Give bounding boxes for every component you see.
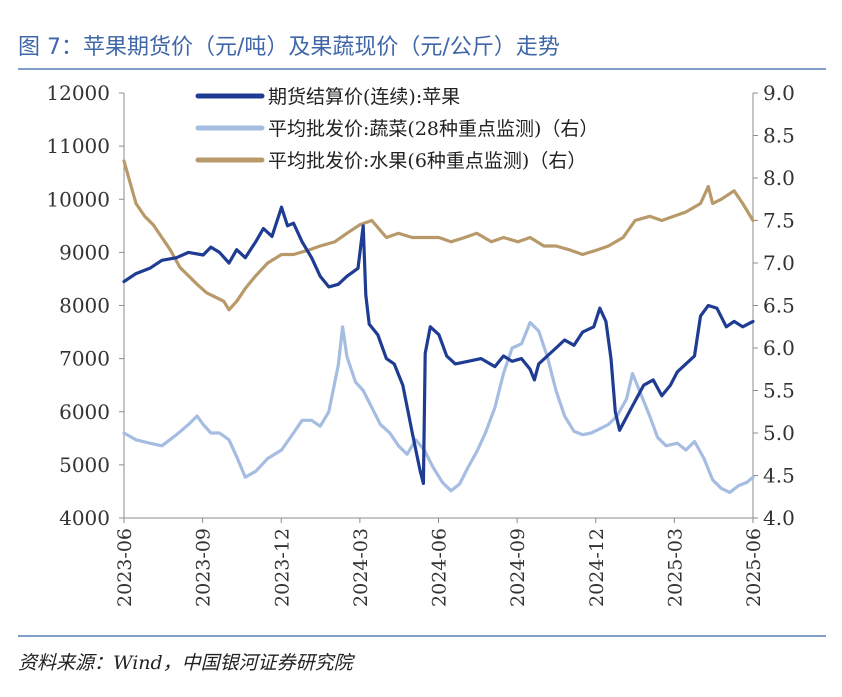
y-right-tick-label: 8.0 (763, 166, 795, 190)
y-left-tick-label: 9000 (59, 240, 110, 264)
series-line-veg (122, 320, 755, 495)
x-tick-label: 2024-12 (586, 528, 608, 607)
y-right-tick-label: 5.0 (763, 421, 795, 445)
y-left-tick-label: 8000 (59, 294, 110, 318)
chart-svg: 12000 11000 10000 9000 8000 7000 6000 5000 4000 9… (46, 81, 795, 607)
legend-label-apple: 期货结算价(连续):苹果 (268, 86, 460, 108)
y-right-tick-label: 9.0 (763, 81, 795, 105)
y-left-tick-label: 5000 (59, 453, 110, 477)
x-tick-label: 2024-03 (350, 528, 372, 607)
x-tick-label: 2024-06 (429, 528, 451, 607)
y-right-tick-label: 7.0 (763, 251, 795, 275)
x-tick-label: 2025-06 (743, 528, 765, 607)
y-left-tick-label: 6000 (59, 400, 110, 424)
title-divider (18, 68, 826, 70)
x-tick-label: 2024-09 (507, 528, 529, 607)
x-tick-label: 2023-12 (271, 528, 293, 607)
x-tick-label: 2023-06 (114, 528, 136, 607)
y-right-tick-label: 8.5 (763, 124, 795, 148)
y-right-tick-label: 5.5 (763, 379, 795, 403)
legend-label-fruit: 平均批发价:水果(6种重点监测)（右） (268, 150, 586, 172)
y-right-tick-label: 6.0 (763, 336, 795, 360)
y-left-tick-label: 4000 (59, 506, 110, 530)
y-left-tick-label: 7000 (59, 347, 110, 371)
y-left-tick-label: 11000 (46, 134, 110, 158)
y-right-tick-label: 6.5 (763, 294, 795, 318)
legend-label-veg: 平均批发价:蔬菜(28种重点监测)（右） (268, 118, 598, 140)
series-line-apple (122, 205, 755, 486)
y-right-tick-label: 7.5 (763, 209, 795, 233)
y-left-tick-label: 10000 (46, 187, 110, 211)
x-tick-label: 2023-09 (193, 528, 215, 607)
y-right-tick-label: 4.0 (763, 506, 795, 530)
series-line-fruit (122, 159, 755, 312)
y-right-tick-label: 4.5 (763, 464, 795, 488)
y-left-tick-label: 12000 (46, 81, 110, 105)
source-note: 资料来源：Wind，中国银河证券研究院 (18, 652, 353, 674)
chart-title: 图 7：苹果期货价（元/吨）及果蔬现价（元/公斤）走势 (18, 35, 560, 60)
source-divider (18, 635, 826, 637)
x-tick-label: 2025-03 (664, 528, 686, 607)
